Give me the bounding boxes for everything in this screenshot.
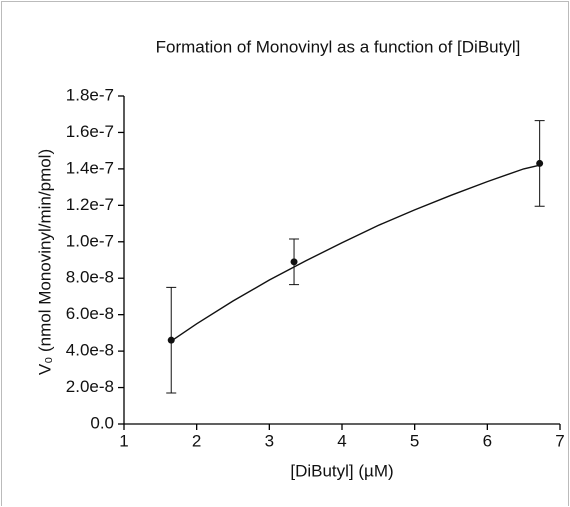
y-tick-label: 1.0e-7 (66, 231, 114, 250)
x-tick-label: 4 (337, 431, 346, 450)
y-tick-label: 2.0e-8 (66, 377, 114, 396)
point (290, 258, 298, 266)
chart-title: Formation of Monovinyl as a function of … (156, 37, 521, 56)
y-tick-label: 8.0e-8 (66, 268, 114, 287)
y-axis-label: V₀ (nmol Monovinyl/min/pmol) (35, 149, 54, 375)
y-tick-label: 0.0 (90, 413, 114, 432)
x-tick-label: 7 (555, 431, 564, 450)
x-tick-label: 1 (119, 431, 128, 450)
x-tick-label: 5 (410, 431, 419, 450)
x-axis-label: [DiButyl] (µM) (290, 461, 393, 480)
point (536, 159, 544, 167)
y-tick-label: 1.8e-7 (66, 85, 114, 104)
x-tick-label: 6 (483, 431, 492, 450)
y-tick-label: 1.6e-7 (66, 122, 114, 141)
x-tick-label: 3 (265, 431, 274, 450)
fit-line (170, 164, 540, 342)
point (167, 336, 175, 344)
y-tick-label: 1.2e-7 (66, 195, 114, 214)
y-tick-label: 6.0e-8 (66, 304, 114, 323)
x-tick-label: 2 (192, 431, 201, 450)
y-tick-label: 1.4e-7 (66, 158, 114, 177)
y-tick-label: 4.0e-8 (66, 341, 114, 360)
